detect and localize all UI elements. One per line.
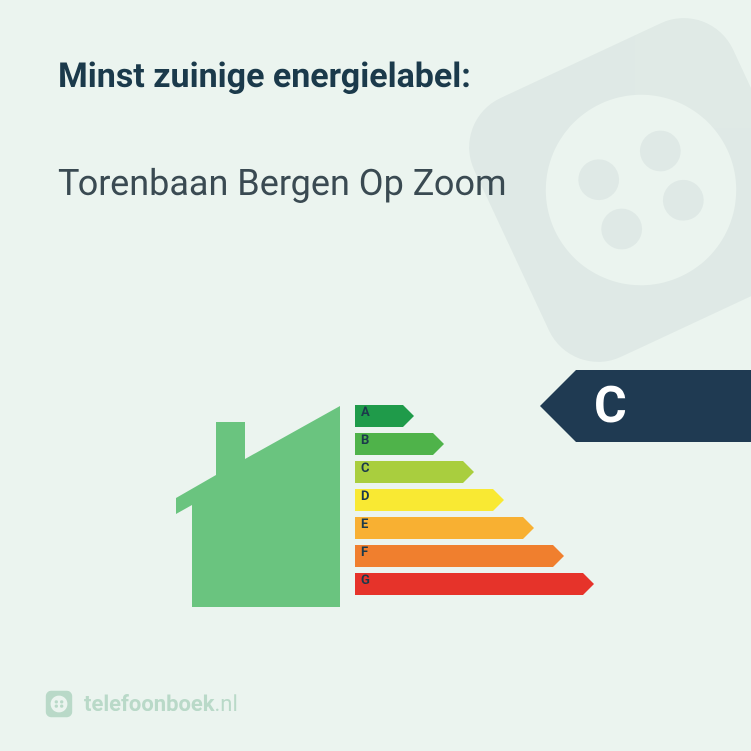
rating-pointer: C — [540, 370, 751, 442]
energy-bar-f: F — [355, 545, 583, 567]
bar-label: D — [361, 489, 369, 504]
bar-label: C — [361, 461, 370, 476]
footer-text: telefoonboek.nl — [84, 692, 238, 717]
footer-brand-bold: telefoonboek — [84, 692, 215, 717]
card-subtitle: Torenbaan Bergen Op Zoom — [58, 162, 507, 204]
footer-brand-light: .nl — [215, 692, 238, 717]
house-icon-svg — [170, 400, 340, 610]
bar-label: E — [361, 517, 368, 532]
house-path — [176, 406, 340, 607]
energy-bar-g: G — [355, 573, 583, 595]
bar-label: B — [361, 433, 369, 448]
pointer-letter: C — [576, 370, 751, 442]
pointer-arrow-icon — [540, 370, 576, 442]
energy-label-card: Minst zuinige energielabel: Torenbaan Be… — [0, 0, 751, 751]
energy-bar-e: E — [355, 517, 583, 539]
card-title: Minst zuinige energielabel: — [58, 56, 471, 96]
energy-bar-c: C — [355, 461, 583, 483]
footer: telefoonboek.nl — [44, 689, 238, 719]
bar-label: A — [361, 405, 370, 420]
bar-label: G — [361, 573, 370, 588]
energy-bar-d: D — [355, 489, 583, 511]
footer-logo-icon — [44, 689, 74, 719]
bar-label: F — [361, 545, 368, 560]
